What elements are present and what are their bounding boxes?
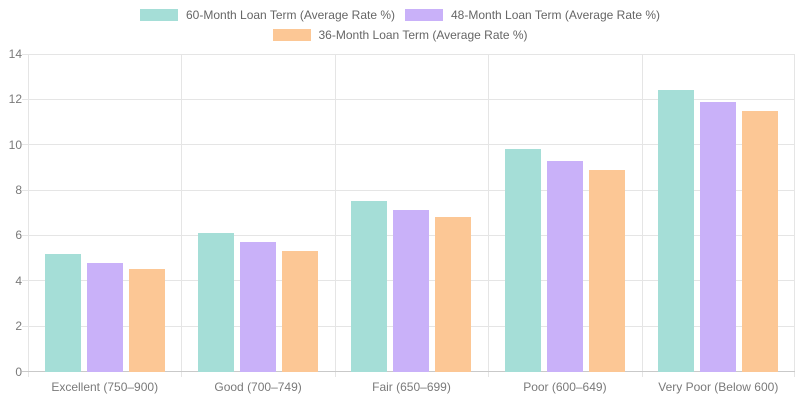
y-axis-tick-label: 14 xyxy=(8,47,22,61)
y-axis-tick-label: 0 xyxy=(15,364,22,379)
gridline-vertical xyxy=(641,54,643,377)
y-axis-tick-label: 10 xyxy=(8,137,22,152)
bar[interactable] xyxy=(742,110,779,372)
y-axis-tick-label: 8 xyxy=(15,183,22,198)
bar-group xyxy=(642,54,795,372)
gridline-horizontal xyxy=(22,98,795,100)
bar[interactable] xyxy=(128,269,165,372)
gridline-horizontal xyxy=(22,189,795,191)
x-axis-category-label: Poor (600–649) xyxy=(523,380,607,394)
x-axis-category-label: Excellent (750–900) xyxy=(51,380,159,394)
gridline-vertical xyxy=(334,54,336,377)
x-axis-category-label: Fair (650–699) xyxy=(372,380,451,394)
legend-label: 48-Month Loan Term (Average Rate %) xyxy=(451,8,660,22)
gridline-vertical xyxy=(28,54,29,377)
bar[interactable] xyxy=(198,233,235,372)
bar-group xyxy=(28,54,181,372)
bar[interactable] xyxy=(504,149,541,372)
bar[interactable] xyxy=(658,90,695,372)
legend-label: 36-Month Loan Term (Average Rate %) xyxy=(318,28,528,42)
legend-item[interactable]: 48-Month Loan Term (Average Rate %) xyxy=(405,8,660,22)
gridline-horizontal xyxy=(22,53,795,55)
bar-group xyxy=(181,54,334,372)
bar[interactable] xyxy=(435,217,472,372)
gridline-vertical xyxy=(794,54,795,377)
x-axis-category-label: Very Poor (Below 600) xyxy=(658,380,779,394)
legend-swatch-icon xyxy=(272,29,311,41)
legend-item[interactable]: 36-Month Loan Term (Average Rate %) xyxy=(272,28,528,42)
bar-group xyxy=(488,54,641,372)
x-axis: Excellent (750–900) Good (700–749) Fair (6… xyxy=(28,378,795,398)
x-axis-category-label: Good (700–749) xyxy=(214,380,302,394)
bar[interactable] xyxy=(546,160,583,372)
bar[interactable] xyxy=(393,210,430,372)
bar[interactable] xyxy=(282,251,319,372)
bar[interactable] xyxy=(588,169,625,372)
y-axis-tick-label: 6 xyxy=(15,228,22,243)
plot-area: 0 2 4 6 8 10 12 14 xyxy=(9,48,795,378)
gridline-vertical xyxy=(488,54,490,377)
legend-swatch-icon xyxy=(140,9,178,21)
bar-group xyxy=(335,54,488,372)
legend-swatch-icon xyxy=(405,9,443,21)
bar[interactable] xyxy=(44,253,81,372)
y-axis-tick-label: 4 xyxy=(15,273,22,288)
legend-label: 60-Month Loan Term (Average Rate %) xyxy=(186,8,395,22)
y-axis-tick-label: 2 xyxy=(15,319,22,334)
gridline-vertical xyxy=(181,54,183,377)
legend: 60-Month Loan Term (Average Rate %) 48-Mo… xyxy=(80,8,720,42)
y-axis-tick-label: 12 xyxy=(8,92,22,107)
bar[interactable] xyxy=(240,242,277,372)
bar[interactable] xyxy=(700,101,737,372)
legend-item[interactable]: 60-Month Loan Term (Average Rate %) xyxy=(140,8,395,22)
gridline-horizontal xyxy=(22,144,795,146)
bar[interactable] xyxy=(86,262,123,372)
bar[interactable] xyxy=(351,201,388,372)
